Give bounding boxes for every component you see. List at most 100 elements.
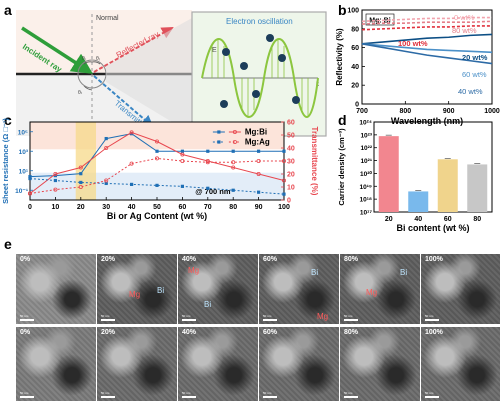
chart-c-point [231, 160, 236, 165]
chart-c-point [27, 191, 32, 196]
micrograph-row2-2: 40% 50 nm [178, 327, 258, 401]
scale-bar [263, 319, 277, 321]
micrograph-label: 60% [263, 256, 278, 263]
chart-b-ylabel: Reflectivity (%) [335, 28, 344, 86]
chart-c-point [104, 136, 108, 141]
scale-bar [425, 319, 439, 321]
chart-b-series-line [361, 16, 492, 23]
chart-c-ytick-right-label: 50 [287, 133, 295, 140]
theta-t-label: θₜ [78, 90, 83, 96]
chart-d-ytick-label: 10²⁰ [360, 170, 372, 178]
chart-c-point [281, 178, 286, 183]
chart-d-ylabel: Carrier density (cm⁻³) [337, 128, 346, 206]
chart-c-point [282, 149, 286, 153]
chart-c-point [206, 186, 210, 190]
micrograph-row2-4: 80% 50 nm [340, 327, 420, 401]
chart-d-bar [467, 164, 488, 212]
micrograph-region-bi: Bi [157, 286, 165, 295]
scale-bar-label: 50 nm [182, 391, 191, 395]
chart-d-ytick-label: 10²⁴ [359, 120, 372, 127]
chart-d-bar [408, 191, 429, 212]
chart-c-ytick-right-label: 30 [287, 159, 295, 166]
chart-b-xlabel: Wavelength (nm) [391, 116, 463, 126]
chart-c-xtick-label: 100 [278, 204, 290, 211]
chart-d-xtick-label: 60 [444, 216, 452, 223]
chart-c-ytick-left-label: 10⁻¹ [15, 188, 28, 195]
chart-c-point [281, 159, 286, 164]
scale-bar [101, 319, 115, 321]
chart-c-point [257, 190, 261, 194]
scale-bar-label: 50 nm [20, 314, 29, 318]
chart-d-frame [373, 121, 493, 213]
chart-d-ytick-label: 10¹⁸ [360, 197, 372, 204]
panel-a-diagram: Normal Incident ray Reflected ray Transm… [16, 10, 327, 141]
chart-c-xtick-label: 10 [52, 204, 60, 211]
scale-bar [20, 319, 34, 321]
chart-b-series-label: 100 wt% [398, 39, 428, 48]
micrograph-label: 80% [344, 256, 359, 263]
incident-ray [21, 26, 93, 74]
scale-bar [344, 396, 358, 398]
chart-c-ytick-right-label: 60 [287, 120, 295, 127]
chart-c-ylabel-right: Transmittance (%) [310, 127, 319, 196]
chart-c-point [79, 180, 83, 185]
chart-c-point [155, 149, 159, 153]
micrograph-label: 100% [425, 256, 443, 263]
normal-label: Normal [96, 15, 119, 22]
chart-c-xtick-label: 80 [229, 204, 237, 211]
chart-b-series-label: 80 wt% [452, 26, 477, 35]
chart-c-series-line [29, 131, 285, 194]
scale-bar-label: 50 nm [425, 391, 434, 395]
panel-b-letter: b [338, 2, 347, 18]
chart-b-series-label: 60 wt% [462, 70, 487, 79]
chart-d-xlabel: Bi content (wt %) [397, 223, 470, 233]
chart-b-ytick-label: 20 [351, 83, 359, 90]
scale-bar-label: 50 nm [182, 314, 191, 318]
chart-c-point [180, 152, 185, 157]
chart-c-ylabel-left: Sheet resistance (Ω □⁻¹) [1, 118, 10, 204]
scale-bar-label: 50 nm [263, 314, 272, 318]
theta-i-label: θᵢ [82, 56, 86, 62]
micrograph-label: 0% [20, 256, 31, 263]
chart-b-series-line [361, 33, 493, 45]
chart-c-point [231, 188, 235, 192]
chart-c-point [28, 175, 32, 179]
chart-c-ytick-left-label: 10¹ [19, 168, 28, 175]
chart-c-series-line [29, 178, 285, 195]
chart-b-series-label: 0 wt% [454, 13, 475, 22]
chart-c-legend-marker-right [232, 139, 237, 144]
oscillation-title: Electron oscillation [226, 17, 293, 26]
micrograph-row1-4: 80% Mg Bi 50 nm [340, 254, 420, 324]
chart-c-point [104, 181, 108, 186]
e-label: E [212, 47, 217, 54]
scale-bar-label: 50 nm [263, 391, 272, 395]
chart-b-series-line [361, 25, 492, 31]
chart-c-point [104, 146, 109, 151]
chart-c-point [206, 149, 210, 153]
chart-c-point [155, 183, 159, 187]
chart-b-xtick-label: 900 [443, 108, 455, 115]
chart-d: 10¹⁷ 10¹⁸ 10¹⁹ 10²⁰ 10²¹ 10²² 10²³ 10²⁴ 20 40 60 80… [337, 120, 493, 233]
chart-c-point [154, 139, 159, 144]
scale-bar [101, 396, 115, 398]
reflected-ray [93, 27, 174, 73]
scale-bar-label: 50 nm [101, 314, 110, 318]
micrograph-label: 0% [20, 329, 31, 336]
scale-bar-label: 50 nm [344, 314, 353, 318]
chart-b: 700 800 900 1000 0 20 40 60 80 100 Wavelength (nm)… [335, 8, 500, 127]
micrograph-row1-0: 0% 50 nm [16, 254, 96, 324]
chart-d-ytick-label: 10¹⁹ [360, 184, 372, 191]
chart-b-ytick-label: 40 [351, 64, 359, 71]
chart-c-point [104, 178, 109, 183]
micrograph-region-mg: Mg [317, 312, 329, 321]
micrograph-row1-1: 20% Mg Bi 50 nm [97, 254, 177, 324]
chart-d-bar [378, 136, 399, 212]
chart-c-point [78, 165, 83, 170]
micrograph-label: 40% [182, 329, 197, 336]
chart-b-ytick-label: 0 [355, 102, 359, 109]
scale-bar [263, 396, 277, 398]
chart-c-ytick-left-label: 10³ [19, 149, 29, 156]
micrograph-label: 20% [101, 256, 116, 263]
micrograph-row1-5: 100% 50 nm [421, 254, 500, 324]
micrograph-region-bi: Bi [311, 268, 319, 277]
